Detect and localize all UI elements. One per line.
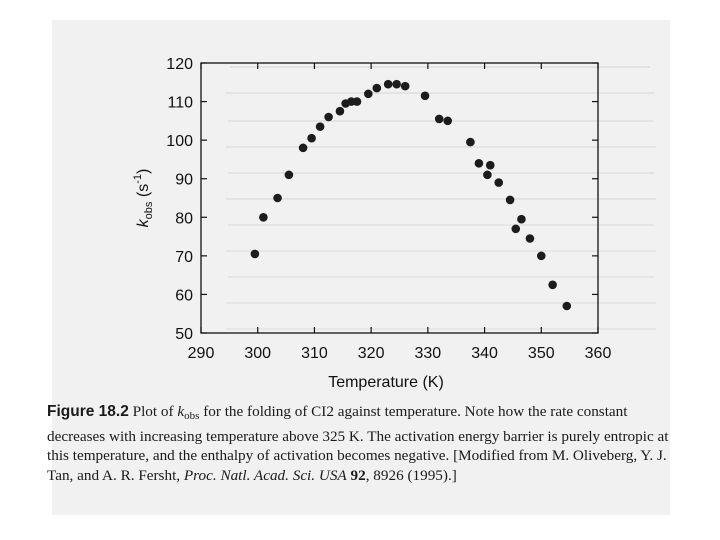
y-axis-title-k: k	[135, 218, 152, 227]
data-point-9	[335, 106, 345, 116]
caption-text-3: , 8926 (1995).]	[365, 466, 457, 484]
data-point-19	[434, 114, 444, 124]
data-point-31	[548, 280, 557, 290]
data-point-21	[466, 137, 475, 147]
data-point-26	[505, 195, 515, 205]
data-point-27	[511, 224, 521, 234]
figure-label: Figure 18.2	[47, 403, 129, 420]
data-point-17	[400, 81, 410, 91]
data-point-13	[364, 89, 373, 99]
caption-text-2: for the folding of CI2 against temperatu…	[47, 403, 669, 484]
caption-k-sub: obs	[184, 410, 200, 422]
plot-frame	[200, 62, 599, 334]
data-points	[250, 79, 572, 311]
data-point-4	[284, 170, 294, 180]
data-point-22	[474, 158, 484, 168]
y-tick-label-110: 110	[167, 95, 193, 112]
data-point-29	[525, 234, 535, 243]
x-tick-label-290: 290	[188, 345, 215, 362]
y-axis-title-sup: -1	[132, 174, 144, 184]
x-tick-label-300: 300	[244, 345, 271, 362]
data-point-14	[372, 83, 382, 93]
y-tick-label-60: 60	[175, 287, 193, 304]
data-point-8	[324, 112, 333, 122]
y-tick-label-70: 70	[175, 249, 193, 266]
caption-journal: Proc. Natl. Acad. Sci. USA	[183, 466, 347, 484]
data-point-28	[517, 214, 526, 224]
x-tick-label-310: 310	[301, 345, 328, 362]
data-point-1	[250, 249, 260, 259]
x-tick-label-350: 350	[528, 345, 555, 362]
y-axis-title-units: (s	[135, 184, 152, 202]
y-tick-label-50: 50	[175, 326, 193, 343]
y-axis-title-sub: obs	[143, 201, 155, 219]
data-point-20	[443, 116, 453, 126]
y-axis: 50 60 70 80 90 100 110 120	[166, 56, 598, 343]
x-tick-label-360: 360	[585, 345, 612, 362]
bleed-through-decoration	[225, 66, 656, 330]
caption-k: k	[177, 403, 185, 420]
x-axis: 290 300 310 320 330 340 350 360	[188, 63, 612, 362]
data-point-18	[420, 91, 430, 101]
y-tick-label-120: 120	[166, 56, 193, 73]
data-point-15	[383, 79, 393, 89]
data-point-16	[392, 79, 401, 89]
data-point-3	[273, 193, 282, 203]
x-axis-title: Temperature (K)	[328, 374, 444, 391]
y-axis-title-close: )	[135, 169, 152, 174]
data-point-25	[494, 178, 504, 187]
data-point-32	[562, 301, 572, 311]
y-axis-title: kobs (s-1)	[132, 169, 155, 228]
y-tick-label-80: 80	[175, 210, 193, 227]
caption-text-1: Plot of	[128, 403, 178, 420]
data-point-30	[536, 251, 546, 261]
caption-volume: 92	[350, 466, 366, 484]
x-tick-label-330: 330	[415, 345, 442, 362]
data-point-5	[298, 143, 308, 153]
x-tick-label-340: 340	[471, 345, 498, 362]
data-point-6	[307, 133, 316, 143]
figure-caption: Figure 18.2 Plot of kobs for the folding…	[47, 402, 687, 485]
data-point-12	[352, 97, 362, 106]
data-point-24	[485, 160, 495, 170]
data-point-23	[483, 170, 492, 180]
data-point-2	[259, 212, 268, 222]
y-tick-label-100: 100	[166, 133, 193, 150]
data-point-7	[315, 122, 325, 131]
y-tick-label-90: 90	[175, 172, 193, 189]
x-tick-label-320: 320	[358, 345, 385, 362]
